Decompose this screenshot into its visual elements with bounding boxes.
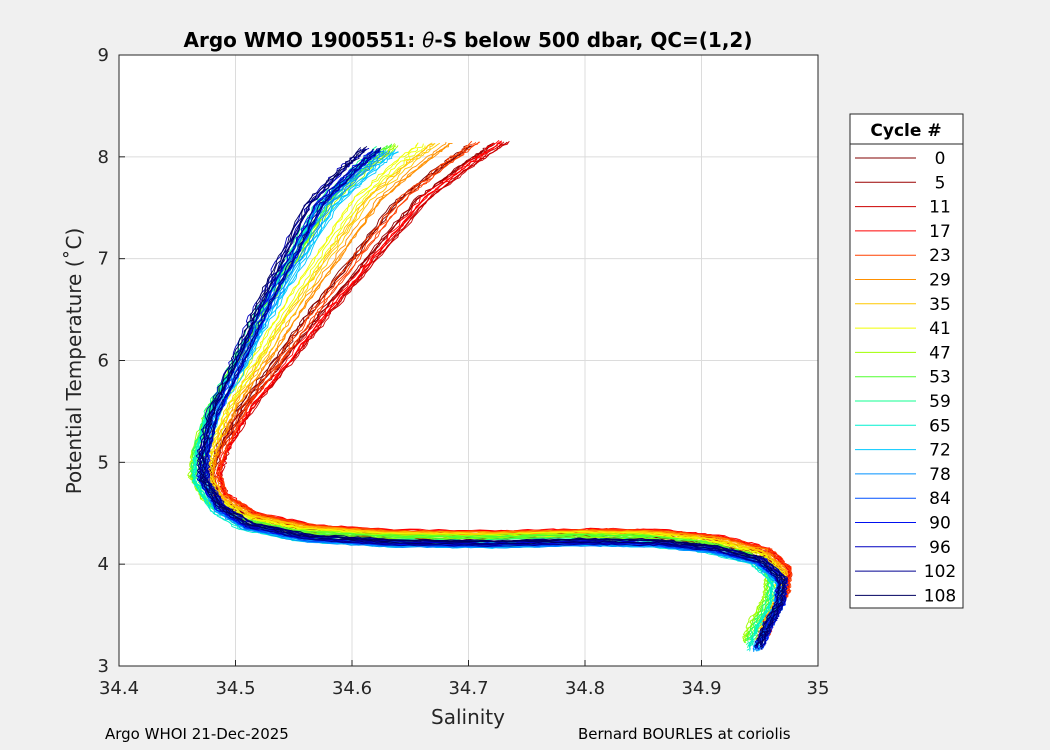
legend-entry-label: 11	[929, 198, 951, 218]
axis-ticks: 34.4 34.5 34.6 34.7 34.8 34.9 35 3 4 5 6 7 8 9	[98, 45, 830, 699]
y-tick-label: 9	[98, 45, 109, 66]
x-tick-label: 34.9	[681, 678, 721, 699]
x-tick-label: 34.6	[332, 678, 372, 699]
footer-left: Argo WHOI 21-Dec-2025	[105, 725, 289, 743]
footer-right: Bernard BOURLES at coriolis	[578, 725, 791, 743]
x-axis-label: Salinity	[431, 705, 505, 729]
profile-line	[204, 143, 784, 641]
legend-entry-label: 72	[929, 441, 951, 461]
profile-line	[215, 142, 791, 636]
legend-entry-label: 84	[929, 489, 951, 509]
legend-entry-label: 59	[929, 392, 951, 412]
y-tick-label: 8	[98, 147, 109, 168]
profile-line	[218, 141, 792, 637]
legend-entry-label: 96	[929, 538, 951, 558]
legend-entry-label: 47	[929, 343, 951, 363]
legend: Cycle # 0 5 11 17 23 29 35 41 47 53 59 65 72 78 84 90 96…	[849, 113, 964, 609]
legend-entry-label: 41	[929, 319, 951, 339]
legend-entry-label: 35	[929, 295, 951, 315]
profile-line	[198, 147, 783, 646]
legend-entry-label: 0	[935, 149, 946, 169]
x-tick-label: 35	[807, 678, 830, 699]
profile-line	[195, 148, 780, 648]
legend-entry-label: 108	[924, 586, 956, 606]
x-tick-label: 34.8	[565, 678, 605, 699]
legend-entry-label: 65	[929, 416, 951, 436]
y-axis-label: Potential Temperature (˚C)	[62, 228, 86, 495]
chart-title: Argo WMO 1900551: θ-S below 500 dbar, QC…	[184, 28, 753, 52]
y-tick-label: 4	[98, 554, 109, 575]
profile-series	[187, 140, 793, 653]
legend-entry-label: 5	[935, 173, 946, 193]
y-tick-label: 5	[98, 452, 109, 473]
legend-entry-label: 102	[924, 562, 956, 582]
x-tick-label: 34.7	[448, 678, 488, 699]
legend-entry-label: 90	[929, 514, 951, 534]
legend-title: Cycle #	[870, 121, 941, 141]
legend-entry-label: 17	[929, 222, 951, 242]
legend-entry-label: 23	[929, 246, 951, 266]
legend-entry-label: 53	[929, 368, 951, 388]
legend-entry-label: 29	[929, 271, 951, 291]
y-tick-label: 7	[98, 249, 109, 270]
y-tick-label: 3	[98, 656, 109, 677]
y-tick-label: 6	[98, 351, 109, 372]
legend-box	[849, 113, 964, 609]
x-tick-label: 34.5	[215, 678, 255, 699]
legend-entry-label: 78	[929, 465, 951, 485]
x-tick-label: 34.4	[99, 678, 139, 699]
profile-line	[201, 145, 786, 646]
